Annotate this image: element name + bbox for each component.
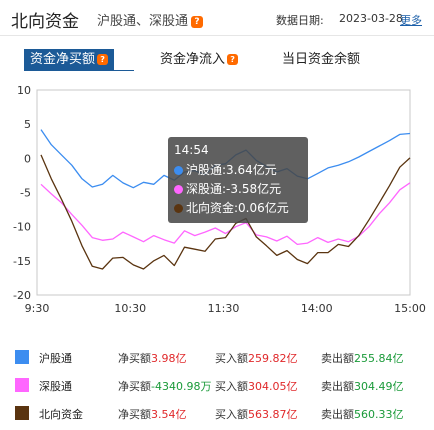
sz-color-swatch xyxy=(15,378,29,392)
summary-row-north: 北向资金 净买额3.54亿 买入额563.87亿 卖出额560.33亿 xyxy=(0,401,434,429)
sh-color-swatch xyxy=(15,350,29,364)
sh-net-label: 净买额 xyxy=(118,352,151,365)
north-net-value: 3.54亿 xyxy=(151,408,187,421)
y-tick-label: -5 xyxy=(20,187,31,200)
north-buy-label: 买入额 xyxy=(215,408,248,421)
sz-net-value: -4340.98万 xyxy=(151,380,212,393)
y-tick-label: 5 xyxy=(24,118,31,131)
tooltip-sh-text: 沪股通:3.64亿元 xyxy=(186,163,277,177)
tab-net-buy-help-icon[interactable]: ? xyxy=(97,54,109,65)
more-link[interactable]: 更多 xyxy=(400,14,422,27)
tab-balance-label: 当日资金余额 xyxy=(282,52,361,67)
north-sell-value: 560.33亿 xyxy=(354,408,404,421)
intraday-flow-chart[interactable]: 10 5 0 -5 -10 -15 -20 9:30 10:30 11:30 14:00 15:00 xyxy=(0,80,434,320)
sh-sell-value: 255.84亿 xyxy=(354,352,404,365)
x-tick-label: 10:30 xyxy=(114,302,146,315)
north-sell-label: 卖出额 xyxy=(321,408,354,421)
tooltip-north-text: 北向资金:0.06亿元 xyxy=(186,201,289,215)
x-tick-label: 14:00 xyxy=(301,302,333,315)
sz-net-label: 净买额 xyxy=(118,380,151,393)
north-buy-value: 563.87亿 xyxy=(248,408,298,421)
sh-net-value: 3.98亿 xyxy=(151,352,187,365)
subtitle-text: 沪股通、深股通 xyxy=(97,14,189,29)
sh-name: 沪股通 xyxy=(39,352,72,365)
tooltip-row-sz: 深股通:-3.58亿元 xyxy=(174,180,302,199)
sh-buy: 买入额259.82亿 xyxy=(215,350,298,366)
tooltip-time: 14:54 xyxy=(174,143,209,157)
north-name: 北向资金 xyxy=(39,408,83,421)
sz-sell-value: 304.49亿 xyxy=(354,380,404,393)
subtitle: 沪股通、深股通? xyxy=(97,10,204,29)
summary-table: 沪股通 净买额3.98亿 买入额259.82亿 卖出额255.84亿 深股通 净… xyxy=(0,345,434,429)
tab-net-inflow-help-icon[interactable]: ? xyxy=(227,54,239,65)
x-tick-label: 9:30 xyxy=(25,302,50,315)
chart-tooltip: 14:54 沪股通:3.64亿元 深股通:-3.58亿元 北向资金:0.06亿元 xyxy=(168,137,308,223)
sz-buy-label: 买入额 xyxy=(215,380,248,393)
sz-sell: 卖出额304.49亿 xyxy=(321,378,404,394)
tooltip-sz-text: 深股通:-3.58亿元 xyxy=(186,182,282,196)
tab-bar: 资金净买额? 资金净流入? 当日资金余额 xyxy=(0,49,434,73)
north-net-label: 净买额 xyxy=(118,408,151,421)
help-icon[interactable]: ? xyxy=(191,15,204,28)
north-legend-dot-icon xyxy=(174,204,183,213)
tooltip-row-sh: 沪股通:3.64亿元 xyxy=(174,161,302,180)
series-line-north xyxy=(40,154,411,270)
north-buy: 买入额563.87亿 xyxy=(215,406,298,422)
y-tick-label: -15 xyxy=(13,255,31,268)
header: 北向资金 沪股通、深股通? 数据日期: 2023-03-28 更多 xyxy=(0,0,434,36)
y-tick-label: -10 xyxy=(13,221,31,234)
y-tick-label: 0 xyxy=(24,152,31,165)
tab-net-buy-label: 资金净买额 xyxy=(30,52,96,67)
north-sell: 卖出额560.33亿 xyxy=(321,406,404,422)
tab-balance[interactable]: 当日资金余额 xyxy=(282,49,360,71)
sz-buy: 买入额304.05亿 xyxy=(215,378,298,394)
sz-legend-dot-icon xyxy=(174,185,183,194)
date-value: 2023-03-28 xyxy=(339,12,403,25)
tab-active-underline xyxy=(24,70,134,71)
sh-sell: 卖出额255.84亿 xyxy=(321,350,404,366)
sh-net: 净买额3.98亿 xyxy=(118,350,187,366)
y-tick-label: 10 xyxy=(17,84,31,97)
sz-sell-label: 卖出额 xyxy=(321,380,354,393)
sz-buy-value: 304.05亿 xyxy=(248,380,298,393)
north-net: 净买额3.54亿 xyxy=(118,406,187,422)
sz-net: 净买额-4340.98万 xyxy=(118,378,211,394)
sh-legend-dot-icon xyxy=(174,166,183,175)
tab-net-buy[interactable]: 资金净买额? xyxy=(24,49,115,71)
series-line-sz xyxy=(40,182,411,246)
date-label: 数据日期: xyxy=(276,14,324,27)
sh-buy-label: 买入额 xyxy=(215,352,248,365)
tab-net-inflow[interactable]: 资金净流入? xyxy=(160,49,239,71)
summary-row-sz: 深股通 净买额-4340.98万 买入额304.05亿 卖出额304.49亿 xyxy=(0,373,434,401)
tab-net-inflow-label: 资金净流入 xyxy=(160,52,226,67)
tooltip-row-north: 北向资金:0.06亿元 xyxy=(174,199,302,218)
page-title: 北向资金 xyxy=(11,12,79,32)
sh-sell-label: 卖出额 xyxy=(321,352,354,365)
sz-name: 深股通 xyxy=(39,380,72,393)
x-tick-label: 11:30 xyxy=(208,302,240,315)
x-tick-label: 15:00 xyxy=(394,302,426,315)
plot-area-frame xyxy=(36,89,411,296)
north-color-swatch xyxy=(15,406,29,420)
summary-row-sh: 沪股通 净买额3.98亿 买入额259.82亿 卖出额255.84亿 xyxy=(0,345,434,373)
sh-buy-value: 259.82亿 xyxy=(248,352,298,365)
y-tick-label: -20 xyxy=(13,289,31,302)
